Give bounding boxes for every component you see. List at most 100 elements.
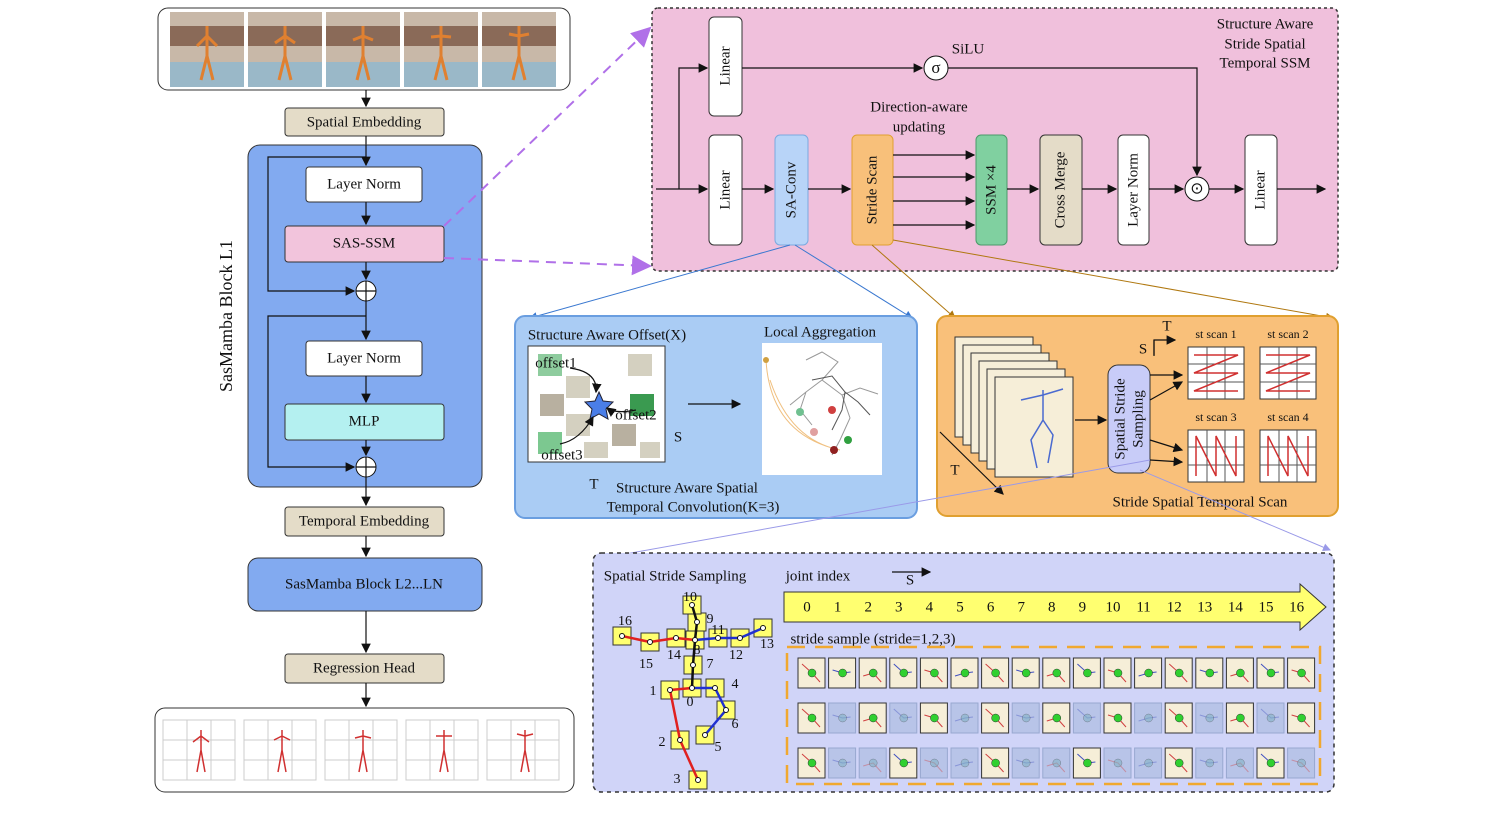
add-sign <box>356 457 376 477</box>
bone <box>675 636 696 642</box>
residual <box>267 315 366 472</box>
temporal-embedding-box <box>284 506 445 537</box>
sample-box <box>858 702 887 734</box>
frames-axis: T <box>950 462 959 478</box>
bone <box>704 709 727 736</box>
offset-label: offset1 <box>535 355 576 371</box>
input-frames <box>157 7 571 91</box>
layer-norm: Layer Norm <box>327 176 401 192</box>
joint <box>715 635 721 641</box>
joint <box>677 737 683 743</box>
linear-box <box>1244 134 1278 246</box>
joint-index-number: 16 <box>1289 599 1305 615</box>
sample-joint <box>838 758 847 768</box>
stride-frame <box>785 645 1322 786</box>
sas-ssm: SAS-SSM <box>333 235 396 251</box>
sample-joint <box>1236 758 1245 768</box>
cross-merge: Cross Merge <box>1052 151 1068 228</box>
sample-joint <box>960 713 970 723</box>
zoom-link <box>794 244 913 319</box>
offset-title: Structure Aware Offset(X) <box>528 327 686 343</box>
zoom-link <box>529 244 791 320</box>
bone <box>693 621 699 641</box>
joint-index-number: 15 <box>1259 599 1274 615</box>
zoom-link <box>892 239 1334 321</box>
joint-index-number: 12 <box>1167 599 1182 615</box>
pose <box>273 730 291 773</box>
scan-arrows <box>893 150 976 230</box>
stride-caption: stride sample (stride=1,2,3) <box>790 631 955 647</box>
bone <box>621 634 651 644</box>
stride-scan: Stride Scan <box>864 155 880 224</box>
sample-joint <box>1205 713 1215 723</box>
sample-joint <box>1297 668 1306 678</box>
joint-index-number: 3 <box>895 599 903 615</box>
layer-norm-box <box>1117 134 1150 246</box>
sample-joint <box>868 668 878 678</box>
sample-joint <box>1021 713 1031 723</box>
sample-joint <box>899 758 909 768</box>
spatial-embedding-box <box>284 107 445 137</box>
sample-joint <box>1052 668 1062 678</box>
sample-joint <box>1083 713 1092 723</box>
skeleton-sketch <box>1020 388 1064 469</box>
t-axis: T <box>1162 318 1171 334</box>
joint <box>695 777 701 783</box>
sample-joint <box>1205 668 1215 678</box>
scan-label: st scan 1 <box>1195 327 1236 341</box>
joint-index-number: 2 <box>864 599 872 615</box>
joint-label: 1 <box>650 684 657 699</box>
joint <box>689 685 695 691</box>
figure <box>430 26 452 81</box>
sample-joint <box>1266 758 1276 768</box>
sasmamba-block-rest: SasMamba Block L2...LN <box>285 576 443 592</box>
spatial-embedding: Spatial Embedding <box>307 114 422 130</box>
joint-index-number: 5 <box>956 599 964 615</box>
zoom-link <box>443 255 652 276</box>
sample-box <box>1195 747 1224 779</box>
sample-joint <box>1266 668 1276 678</box>
layer-norm: Layer Norm <box>327 350 401 366</box>
joint-index-number: 11 <box>1136 599 1150 615</box>
scan-path <box>1265 354 1311 392</box>
sampling-title: Spatial Stride Sampling <box>604 568 747 584</box>
layer-norm-box <box>305 166 423 203</box>
sample-joint <box>1021 758 1031 768</box>
scan-label: st scan 4 <box>1267 410 1308 424</box>
figure <box>352 26 374 81</box>
s-axis: S <box>906 572 914 588</box>
bone <box>694 636 719 642</box>
sample-joint <box>991 713 1000 723</box>
add-sign <box>356 281 376 301</box>
sample-joint <box>1113 668 1123 678</box>
joint-index-number: 7 <box>1017 599 1025 615</box>
bone <box>691 639 697 666</box>
sample-joint <box>930 668 939 678</box>
frame-floor <box>248 62 322 87</box>
sample-joint <box>930 758 939 768</box>
joint-label: 2 <box>659 735 666 750</box>
pose <box>354 730 372 773</box>
sample-joint <box>991 758 1000 768</box>
ssm-box <box>975 134 1008 246</box>
plot-grid <box>243 719 317 781</box>
sa-conv-box <box>774 134 809 246</box>
sample-joint <box>899 668 909 678</box>
sample-joint <box>1083 668 1092 678</box>
sample-joint <box>1236 668 1245 678</box>
sample-joint <box>1113 713 1123 723</box>
joint-arrow <box>783 582 1327 632</box>
linear: Linear <box>717 46 733 85</box>
bone <box>668 689 682 741</box>
sample-box <box>1287 702 1316 734</box>
joint-label: 0 <box>687 695 694 710</box>
sample-joint <box>1052 713 1062 723</box>
joint-index-number: 1 <box>834 599 842 615</box>
silu: SiLU <box>952 41 985 57</box>
arrow <box>678 63 709 189</box>
joint-index-number: 10 <box>1106 599 1121 615</box>
ssm: SSM ×4 <box>983 165 999 215</box>
conv-caption: Structure Aware Spatial <box>616 480 758 496</box>
product: ⊙ <box>1190 181 1203 198</box>
sample-joint <box>930 713 939 723</box>
